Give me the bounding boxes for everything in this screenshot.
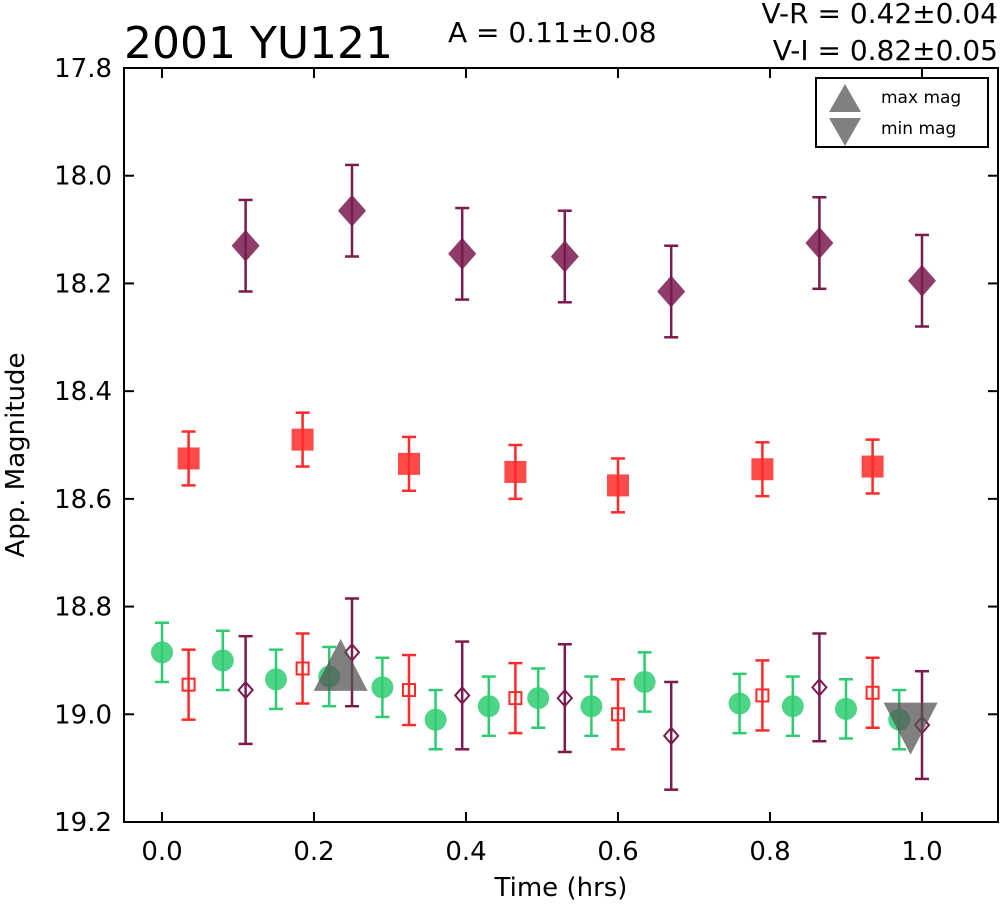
x-tick-label: 0.8 [749, 837, 790, 867]
x-tick-label: 0.6 [597, 837, 638, 867]
data-point-circle [151, 641, 173, 664]
max-mag-marker [313, 638, 368, 691]
data-point-square [295, 661, 310, 676]
series-purple_diamonds [231, 163, 936, 339]
data-point-square [504, 460, 527, 483]
data-point-diamond [805, 227, 834, 260]
data-point-diamond [453, 685, 471, 705]
data-point-diamond [343, 642, 361, 662]
data-point-diamond [908, 264, 936, 297]
y-tick-label: 17.8 [54, 54, 112, 84]
data-point-diamond [237, 680, 254, 700]
data-point-square [751, 458, 774, 481]
series-red_squares [177, 411, 884, 514]
data-point-square [607, 474, 629, 497]
data-point-circle [728, 692, 751, 715]
min-mag-marker [883, 702, 938, 755]
data-point-square [177, 447, 200, 470]
data-point-diamond [448, 237, 477, 270]
y-tick-label: 18.8 [54, 593, 112, 623]
data-point-circle [580, 695, 603, 718]
data-point-square [402, 683, 416, 698]
max-mag-legend-marker [829, 84, 861, 112]
legend-max-label: max mag [881, 88, 961, 108]
plot-frame [123, 67, 999, 823]
series-red_open_squares [181, 632, 880, 751]
y-tick-label: 18.2 [54, 269, 112, 299]
data-point-circle [265, 668, 287, 691]
x-tick-label: 0.2 [293, 837, 334, 867]
data-point-circle [371, 676, 394, 699]
vi-color-label: V-I = 0.82±0.05 [773, 34, 998, 67]
legend: max mag min mag [815, 77, 989, 148]
amplitude-label: A = 0.11±0.08 [448, 16, 657, 49]
data-point-circle [477, 695, 500, 718]
data-point-square [181, 677, 196, 692]
min-mag-legend-marker [829, 118, 861, 146]
data-point-square [508, 691, 523, 706]
y-tick-label: 19.2 [54, 808, 112, 838]
data-marks [151, 163, 938, 791]
chart-title: 2001 YU121 [124, 18, 393, 69]
y-tick-label: 18.6 [54, 485, 112, 515]
data-point-diamond [231, 229, 260, 262]
y-tick-label: 19.0 [54, 700, 112, 730]
data-point-diamond [662, 726, 680, 746]
data-point-diamond [657, 275, 686, 308]
data-point-square [291, 428, 314, 451]
data-point-circle [527, 687, 550, 710]
vr-color-label: V-R = 0.42±0.04 [762, 0, 998, 30]
data-point-circle [781, 695, 804, 718]
data-point-square [865, 685, 880, 700]
data-point-diamond [556, 688, 574, 708]
y-tick-label: 18.4 [54, 377, 112, 407]
data-point-square [611, 707, 625, 722]
series-green_circles [151, 621, 911, 751]
data-point-diamond [550, 240, 579, 273]
legend-min-label: min mag [881, 119, 956, 139]
data-point-circle [835, 697, 857, 720]
data-point-circle [211, 649, 234, 672]
axis-ticks: 0.0 0.2 0.4 0.6 0.8 1.0 17.8 18.0 18.2 18.4 18.6 18… [54, 54, 998, 867]
x-tick-label: 0.4 [445, 837, 486, 867]
data-point-circle [424, 708, 447, 731]
series-purple_open_diamonds [237, 597, 931, 791]
x-tick-label: 1.0 [901, 837, 942, 867]
data-point-square [398, 452, 420, 475]
data-point-diamond [338, 194, 366, 227]
y-axis-label: App. Magnitude [1, 352, 31, 557]
x-axis-label: Time (hrs) [494, 873, 628, 903]
y-tick-label: 18.0 [54, 162, 112, 192]
data-point-diamond [811, 677, 828, 697]
x-tick-label: 0.0 [141, 837, 182, 867]
data-point-square [861, 455, 884, 478]
data-point-square [755, 688, 770, 703]
data-point-circle [633, 670, 656, 693]
